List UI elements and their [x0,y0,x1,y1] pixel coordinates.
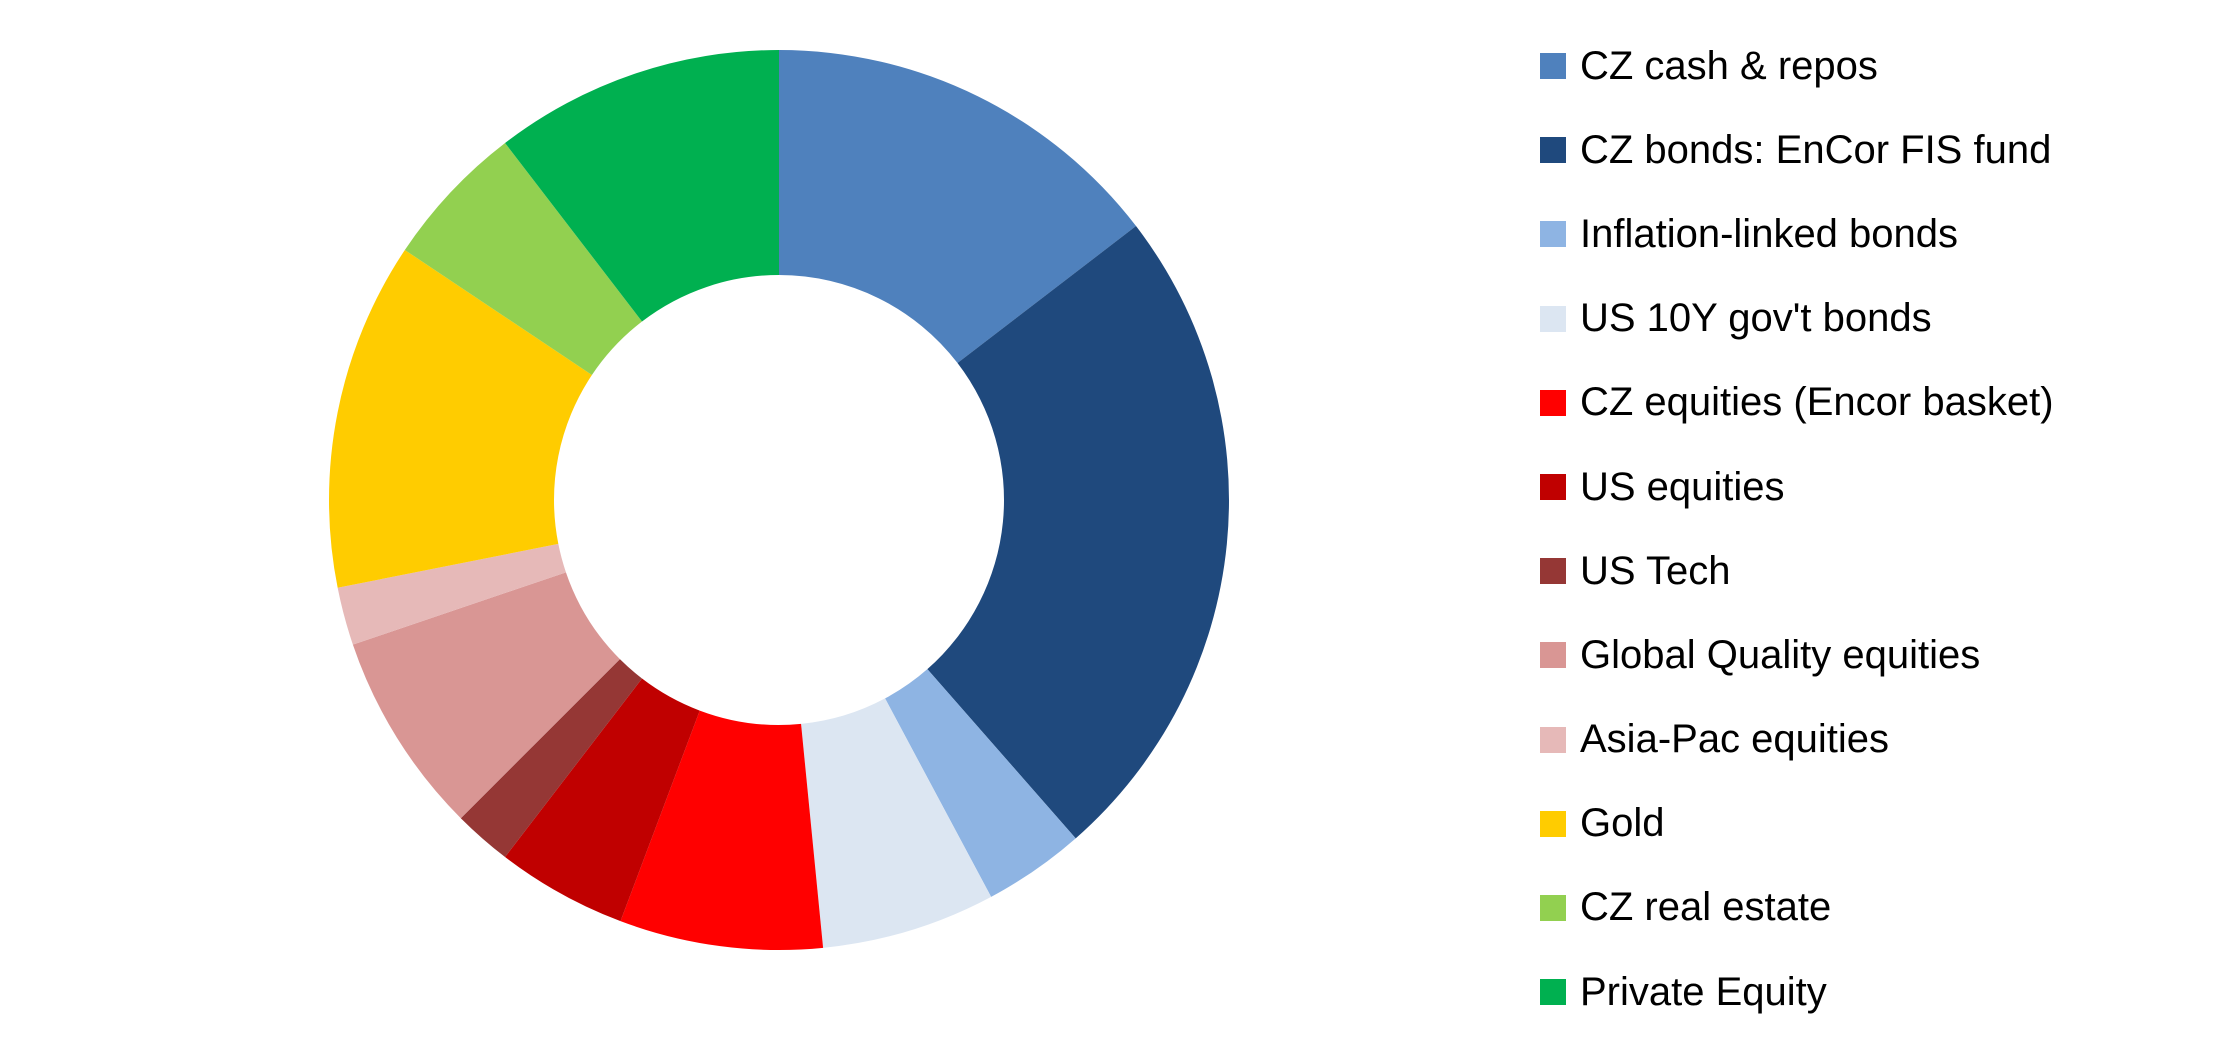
legend-swatch [1540,726,1566,753]
legend-swatch [1540,53,1566,80]
donut-slice-7 [352,572,620,819]
legend-item: CZ bonds: EnCor FIS fund [1540,108,2220,192]
legend-label: US equities [1580,464,1785,509]
chart-legend: CZ cash & repos CZ bonds: EnCor FIS fund I… [1540,24,2220,1034]
legend-item: Global Quality equities [1540,613,2220,697]
legend-swatch [1540,979,1566,1006]
donut-slice-1 [927,226,1230,839]
legend-item: Gold [1540,782,2220,866]
donut-slice-11 [505,50,779,322]
legend-swatch [1540,389,1566,416]
legend-label: CZ equities (Encor basket) [1580,380,2054,425]
donut-chart [329,50,1230,950]
legend-swatch [1540,474,1566,501]
legend-item: US Tech [1540,529,2220,613]
legend-label: Gold [1580,801,1665,846]
legend-swatch [1540,642,1566,669]
legend-label: CZ cash & repos [1580,43,1878,88]
legend-label: CZ real estate [1580,885,1832,930]
legend-item: CZ equities (Encor basket) [1540,361,2220,445]
donut-slice-3 [801,698,992,948]
legend-label: Global Quality equities [1580,632,1981,677]
legend-item: US 10Y gov't bonds [1540,277,2220,361]
donut-slice-9 [329,249,592,588]
legend-label: Inflation-linked bonds [1580,211,1959,256]
legend-label: US 10Y gov't bonds [1580,296,1932,341]
legend-label: Private Equity [1580,969,1827,1014]
donut-slice-0 [779,50,1137,364]
donut-slice-10 [404,142,643,375]
legend-item: Inflation-linked bonds [1540,192,2220,276]
legend-swatch [1540,221,1566,248]
legend-label: Asia-Pac equities [1580,717,1890,762]
legend-label: CZ bonds: EnCor FIS fund [1580,127,2052,172]
donut-slice-2 [885,669,1076,897]
legend-swatch [1540,894,1566,921]
legend-swatch [1540,558,1566,585]
donut-slice-8 [337,543,566,645]
legend-item: Asia-Pac equities [1540,698,2220,782]
donut-slice-6 [460,659,643,858]
legend-swatch [1540,305,1566,332]
legend-label: US Tech [1580,548,1731,593]
donut-slice-4 [620,710,824,950]
legend-swatch [1540,137,1566,164]
legend-item: CZ real estate [1540,866,2220,950]
legend-item: CZ cash & repos [1540,24,2220,108]
donut-slice-5 [505,678,700,922]
legend-item: Private Equity [1540,950,2220,1034]
legend-item: US equities [1540,445,2220,529]
legend-swatch [1540,810,1566,837]
